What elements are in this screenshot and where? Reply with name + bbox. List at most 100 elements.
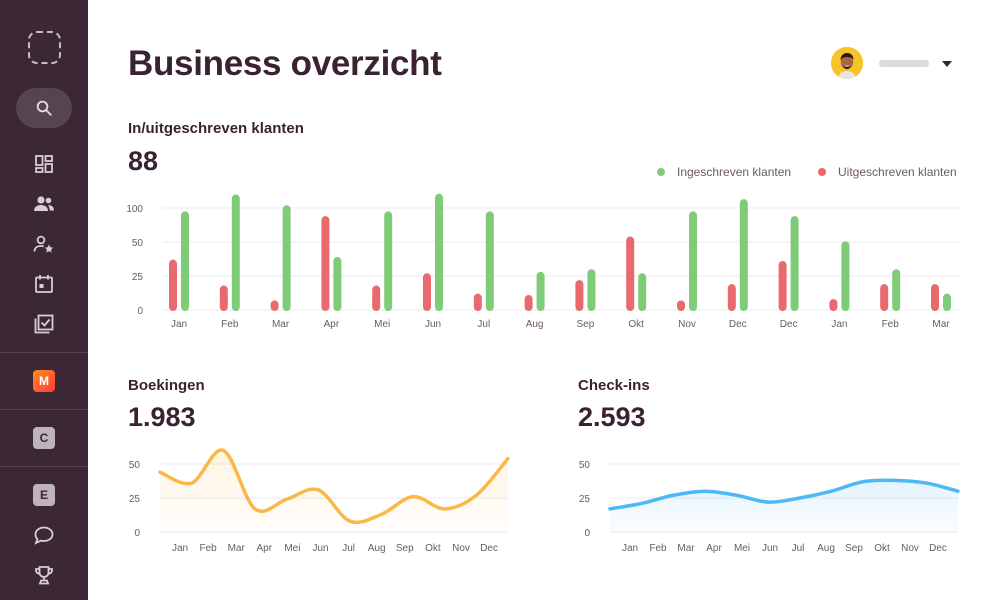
legend-ingeschreven: Ingeschreven klanten <box>657 165 791 179</box>
x-tick-label: Mei <box>734 543 750 554</box>
bar-uitgeschreven <box>677 300 685 311</box>
sidebar-item-chat[interactable] <box>0 523 88 547</box>
page-title: Business overzicht <box>128 44 442 83</box>
bar-uitgeschreven <box>524 295 533 311</box>
sidebar-item-calendar[interactable] <box>0 272 88 296</box>
sidebar-divider <box>0 466 88 467</box>
x-tick-label: Jun <box>762 543 778 554</box>
x-tick-label: Feb <box>882 319 900 330</box>
bar-uitgeschreven <box>575 280 584 311</box>
workspace-badge-e: E <box>33 484 55 506</box>
x-tick-label: Jan <box>622 543 638 554</box>
sidebar: M C E <box>0 0 88 600</box>
bar-ingeschreven <box>841 241 850 311</box>
sidebar-item-workspace-e[interactable]: E <box>0 483 88 507</box>
bar-uitgeschreven <box>270 300 279 311</box>
logo-placeholder[interactable] <box>28 31 61 64</box>
bar-uitgeschreven <box>727 284 736 311</box>
bar-uitgeschreven <box>169 259 177 311</box>
workspace-badge-c: C <box>33 427 55 449</box>
x-tick-label: Mar <box>272 319 290 330</box>
area-fill <box>160 450 508 532</box>
x-tick-label: Jun <box>312 543 328 554</box>
x-tick-label: Jan <box>171 319 187 330</box>
x-tick-label: Mei <box>284 543 300 554</box>
y-tick-label: 25 <box>132 272 144 283</box>
bar-ingeschreven <box>943 293 951 311</box>
bar-ingeschreven <box>333 256 342 311</box>
trophy-icon <box>35 566 53 585</box>
sidebar-item-workspace-c[interactable]: C <box>0 426 88 450</box>
bar-uitgeschreven <box>219 285 228 311</box>
x-tick-label: Okt <box>425 543 441 554</box>
users-icon <box>34 196 54 211</box>
y-tick-label: 50 <box>129 460 141 471</box>
x-tick-label: Jul <box>477 319 490 330</box>
x-tick-label: Aug <box>368 543 386 554</box>
boekingen-title: Boekingen <box>128 377 205 394</box>
checklist-icon <box>34 314 54 334</box>
y-tick-label: 25 <box>579 494 591 505</box>
bar-ingeschreven <box>282 205 291 311</box>
y-tick-label: 50 <box>132 238 144 249</box>
sidebar-item-dashboard[interactable] <box>0 152 88 176</box>
search-button[interactable] <box>16 88 72 128</box>
dashboard-icon <box>35 155 53 173</box>
x-tick-label: Dec <box>929 543 947 554</box>
bar-uitgeschreven <box>931 284 939 311</box>
legend-dot-red <box>818 168 826 176</box>
bar-uitgeschreven <box>626 236 635 311</box>
x-tick-label: Okt <box>628 319 644 330</box>
bar-ingeschreven <box>587 269 596 311</box>
x-tick-label: Sep <box>577 319 595 330</box>
user-star-icon <box>33 235 54 253</box>
x-tick-label: Feb <box>221 319 239 330</box>
x-tick-label: Sep <box>845 543 863 554</box>
sidebar-item-favorite-users[interactable] <box>0 232 88 256</box>
bar-ingeschreven <box>739 199 748 311</box>
sidebar-divider <box>0 409 88 410</box>
x-tick-label: Feb <box>649 543 667 554</box>
sidebar-item-workspace-m[interactable]: M <box>0 369 88 393</box>
x-tick-label: Jul <box>792 543 805 554</box>
y-tick-label: 25 <box>129 494 141 505</box>
sidebar-divider <box>0 352 88 353</box>
x-tick-label: Jan <box>831 319 847 330</box>
area-fill <box>610 480 958 532</box>
bar-ingeschreven <box>435 193 443 311</box>
x-tick-label: Apr <box>706 543 722 554</box>
avatar[interactable] <box>831 47 863 79</box>
bar-uitgeschreven <box>829 299 838 311</box>
workspace-badge-m: M <box>33 370 55 392</box>
x-tick-label: Dec <box>729 319 747 330</box>
klanten-value: 88 <box>128 146 159 176</box>
bar-ingeschreven <box>485 211 494 311</box>
y-tick-label: 0 <box>137 306 143 317</box>
bar-uitgeschreven <box>423 273 431 311</box>
series-line <box>608 478 960 511</box>
bar-uitgeschreven <box>880 284 889 311</box>
x-tick-label: Aug <box>817 543 835 554</box>
x-tick-label: Nov <box>901 543 919 554</box>
x-tick-label: Apr <box>324 319 340 330</box>
x-tick-label: Sep <box>396 543 414 554</box>
x-tick-label: Dec <box>480 543 498 554</box>
bar-ingeschreven <box>231 194 240 311</box>
sidebar-item-users[interactable] <box>0 192 88 216</box>
klanten-title: In/uitgeschreven klanten <box>128 120 304 137</box>
x-tick-label: Apr <box>257 543 273 554</box>
bar-ingeschreven <box>892 269 901 311</box>
x-tick-label: Feb <box>199 543 217 554</box>
user-name-placeholder <box>879 60 929 67</box>
user-avatar-image <box>831 47 863 79</box>
y-tick-label: 50 <box>579 460 591 471</box>
bar-uitgeschreven <box>778 261 787 311</box>
search-icon <box>36 100 52 116</box>
user-menu-dropdown-icon[interactable] <box>942 61 952 67</box>
sidebar-item-tasks[interactable] <box>0 312 88 336</box>
y-tick-label: 0 <box>584 528 590 539</box>
sidebar-item-trophy[interactable] <box>0 563 88 587</box>
boekingen-value: 1.983 <box>128 402 196 432</box>
